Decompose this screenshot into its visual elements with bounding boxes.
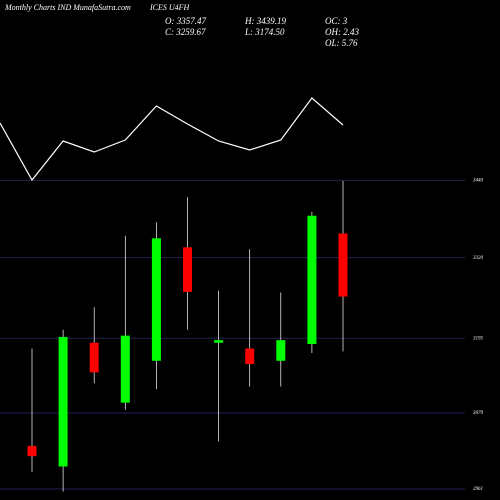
symbol: ICES U4FH bbox=[149, 3, 191, 12]
info-text: O: 3357.47 bbox=[165, 16, 206, 26]
candle-body bbox=[307, 215, 317, 345]
info-text: L: 3174.50 bbox=[244, 27, 285, 37]
y-tick-label: 3320 bbox=[473, 256, 484, 261]
info-text: C: 3259.67 bbox=[165, 27, 206, 37]
candle-body bbox=[214, 340, 224, 343]
info-text: OH: 2.43 bbox=[325, 27, 359, 37]
info-text: OL: 5.76 bbox=[325, 38, 358, 48]
y-tick-label: 3079 bbox=[473, 411, 484, 416]
y-tick-label: 2961 bbox=[473, 487, 483, 492]
y-tick-label: 3440 bbox=[473, 178, 484, 183]
candle-body bbox=[120, 335, 130, 403]
candle-body bbox=[338, 233, 348, 297]
candle-body bbox=[89, 342, 99, 373]
chart-title: Monthly Charts IND MunafaSutra.com bbox=[4, 3, 131, 12]
candle-body bbox=[58, 336, 68, 467]
candle-body bbox=[245, 348, 255, 365]
candle-body bbox=[151, 238, 161, 361]
y-tick-label: 3195 bbox=[473, 336, 484, 341]
candle-body bbox=[183, 247, 192, 292]
info-text: H: 3439.19 bbox=[244, 16, 286, 26]
info-text: OC: 3 bbox=[325, 16, 348, 26]
candle-body bbox=[276, 340, 286, 361]
indicator-line bbox=[0, 97, 344, 182]
candle-body bbox=[27, 445, 37, 457]
